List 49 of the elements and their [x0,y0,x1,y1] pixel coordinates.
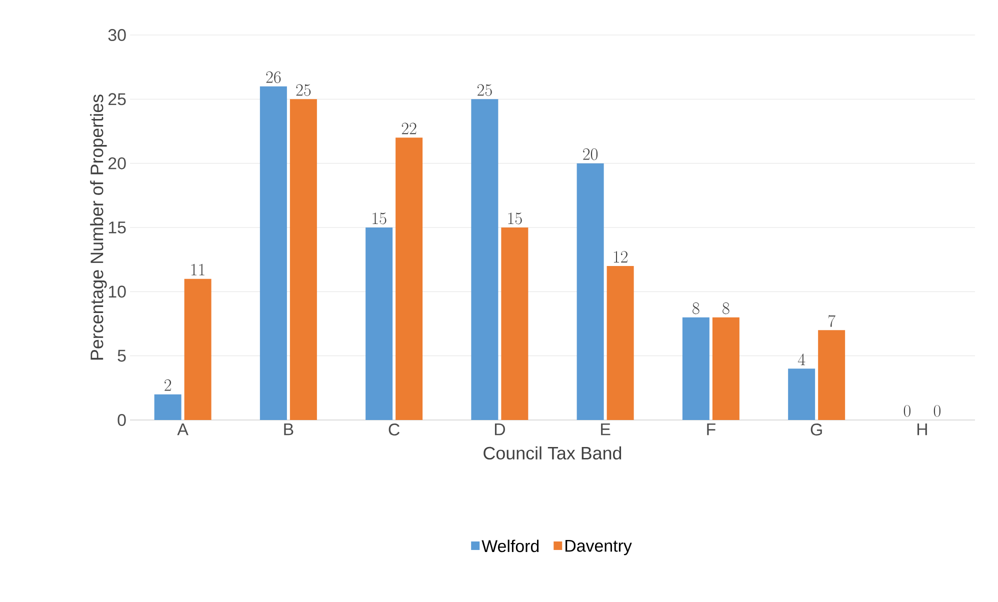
data-label: 8 [692,302,700,314]
y-tick-label: 10 [108,286,126,298]
data-label: 15 [372,212,386,224]
legend-label: Welford [482,540,539,552]
data-label: 25 [296,84,311,96]
y-tick-label: 5 [118,350,126,362]
y-tick-label: 30 [108,29,126,41]
data-label: 7 [828,314,836,327]
data-label: 26 [266,71,281,84]
y-axis-title: Percentage Number of Properties [90,94,107,360]
legend-label: Daventry [566,540,632,556]
data-label: 11 [191,264,204,276]
x-tick-label: A [177,424,188,436]
data-label: 15 [508,212,522,224]
y-tick-label: 0 [118,414,126,426]
x-axis-title: Council Tax Band [484,446,622,460]
x-tick-label: B [284,424,294,436]
y-tick-label: 25 [108,93,126,106]
bar [576,163,604,420]
data-label: 4 [798,354,806,366]
bar [366,228,393,420]
data-label: 2 [164,379,172,391]
x-tick-label: D [494,424,505,436]
x-tick-label: F [707,424,716,436]
bar [501,228,528,420]
data-label: 20 [583,148,598,160]
bar [818,330,846,420]
bar [682,317,710,420]
bar [154,394,182,420]
y-tick-label: 20 [108,157,126,170]
data-label: 0 [904,405,910,417]
x-tick-label: E [601,424,610,436]
bar [788,368,816,420]
x-tick-label: H [917,424,927,436]
x-tick-label: C [388,424,400,436]
bar [471,99,498,420]
data-label: 8 [722,302,730,314]
bar [606,266,634,420]
bar [396,138,423,420]
data-label: 12 [614,251,628,262]
data-label: 25 [477,84,492,96]
bar [184,278,212,420]
bar [290,99,317,420]
data-label: 0 [934,405,940,417]
bar [712,317,740,420]
y-tick-label: 15 [108,222,126,234]
x-tick-label: G [810,424,822,436]
bar [260,86,287,420]
data-label: 22 [402,122,416,134]
